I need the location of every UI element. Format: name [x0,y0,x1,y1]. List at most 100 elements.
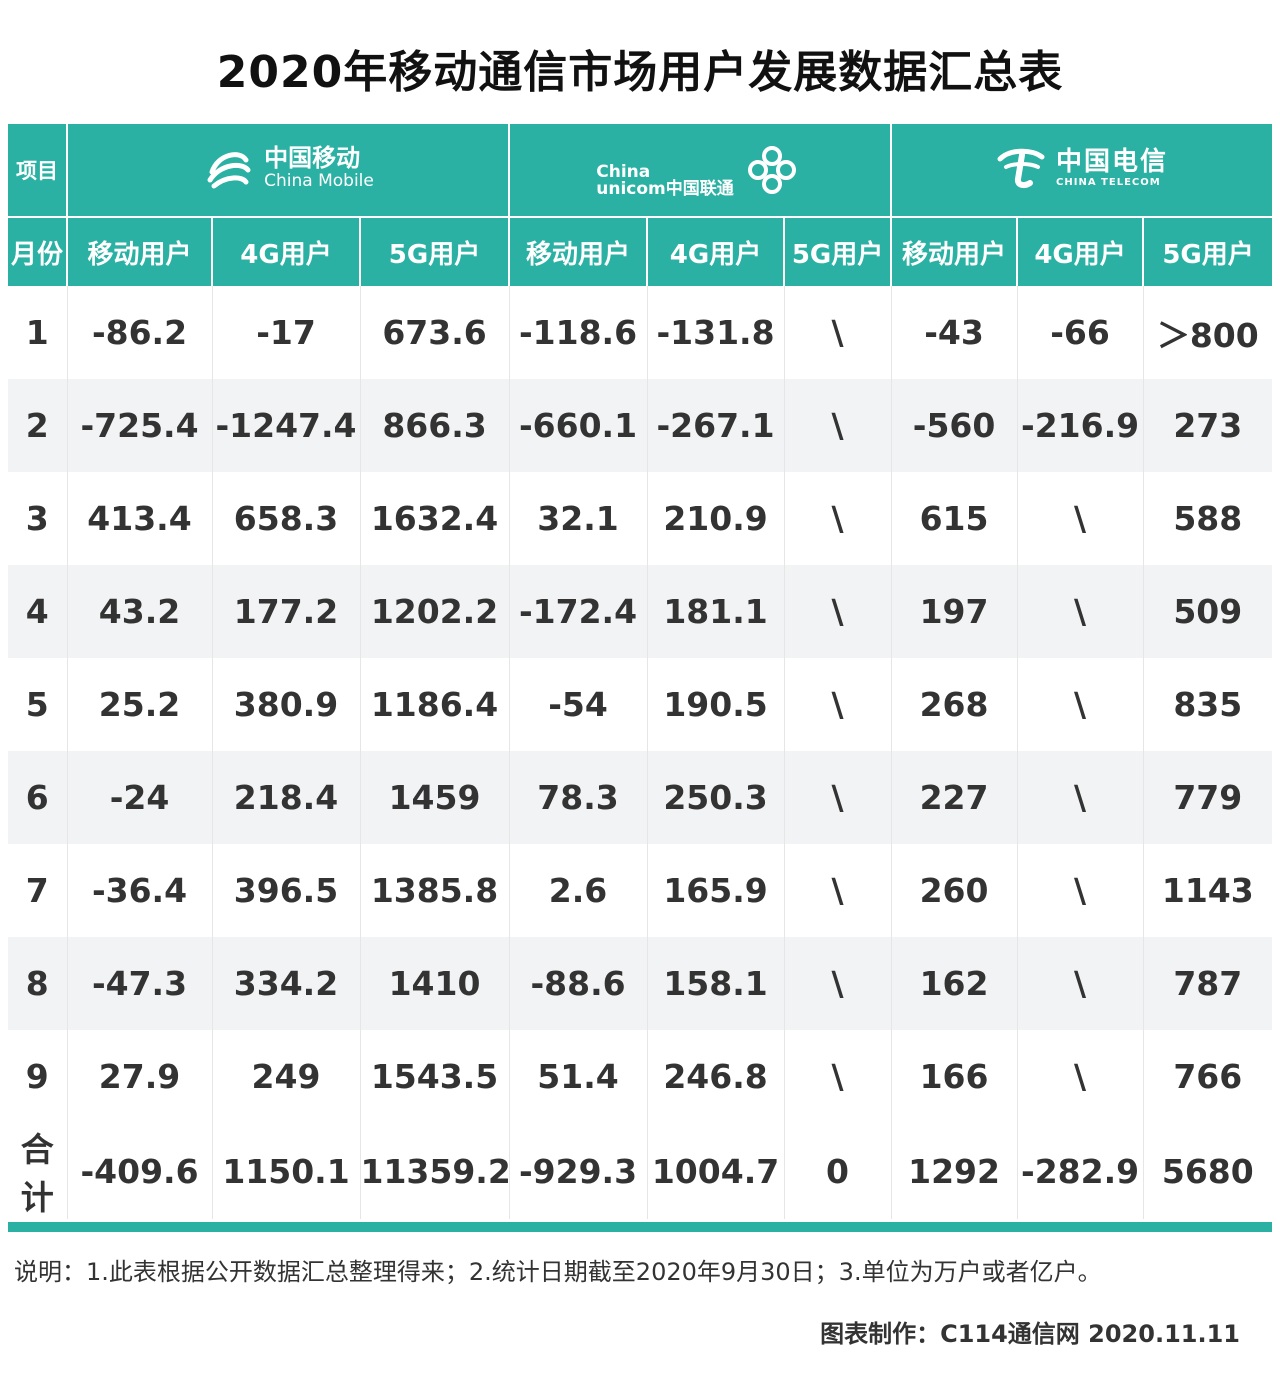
value-cell: 43.2 [67,565,213,658]
data-table: 项目 中国移动 China Mobile C [8,124,1273,1219]
column-header-row: 月份 移动用户 4G用户 5G用户 移动用户 4G用户 5G用户 移动用户 4G… [8,216,1273,286]
value-cell: \ [1017,844,1144,937]
value-cell: 334.2 [212,937,361,1030]
value-cell: \ [784,379,892,472]
value-cell: 25.2 [67,658,213,751]
value-cell: -66 [1017,286,1144,379]
value-cell: \ [1017,565,1144,658]
value-cell: 181.1 [647,565,785,658]
value-cell: 177.2 [212,565,361,658]
value-cell: 1186.4 [360,658,510,751]
value-cell: 158.1 [647,937,785,1030]
table-bottom-bar [8,1222,1272,1232]
value-cell: -43 [891,286,1018,379]
value-cell: \ [1017,1030,1144,1123]
table-row: 7 -36.4 396.5 1385.8 2.6 165.9 \ 260 \ 1143 [8,844,1273,937]
value-cell: \ [784,286,892,379]
value-cell: \ [784,658,892,751]
value-cell: -47.3 [67,937,213,1030]
value-cell: 166 [891,1030,1018,1123]
china-unicom-logo: China unicom中国联通 [596,142,804,198]
value-cell: 260 [891,844,1018,937]
value-cell: \ [784,565,892,658]
value-cell: -54 [509,658,648,751]
value-cell: 396.5 [212,844,361,937]
value-cell: 866.3 [360,379,510,472]
china-mobile-name-en: China Mobile [264,170,374,191]
column-header: 移动用户 [67,216,213,286]
value-cell: 787 [1143,937,1273,1030]
item-label: 项目 [8,124,68,217]
china-unicom-header: China unicom中国联通 [509,124,893,217]
value-cell: 413.4 [67,472,213,565]
table-row: 5 25.2 380.9 1186.4 -54 190.5 \ 268 \ 835 [8,658,1273,751]
value-cell: 1543.5 [360,1030,510,1123]
china-telecom-logo: 中国电信 CHINA TELECOM [996,145,1168,191]
china-unicom-line2: unicom中国联通 [596,179,734,199]
table-row: 9 27.9 249 1543.5 51.4 246.8 \ 166 \ 766 [8,1030,1273,1123]
value-cell: 2.6 [509,844,648,937]
value-cell: 1632.4 [360,472,510,565]
column-header: 5G用户 [360,216,511,286]
value-cell: \ [1017,658,1144,751]
value-cell: 78.3 [509,751,648,844]
footnote: 说明：1.此表根据公开数据汇总整理得来；2.统计日期截至2020年9月30日；3… [14,1258,1102,1286]
month-cell: 5 [8,658,68,751]
month-cell: 2 [8,379,68,472]
value-cell: 218.4 [212,751,361,844]
column-header: 移动用户 [509,216,649,286]
total-value-cell: 0 [784,1123,892,1219]
value-cell: 190.5 [647,658,785,751]
table-row: 6 -24 218.4 1459 78.3 250.3 \ 227 \ 779 [8,751,1273,844]
column-header: 4G用户 [212,216,361,286]
value-cell: -131.8 [647,286,785,379]
value-cell: 268 [891,658,1018,751]
value-cell: -660.1 [509,379,648,472]
value-cell: 779 [1143,751,1273,844]
column-header: 5G用户 [784,216,893,286]
total-value-cell: 1004.7 [647,1123,785,1219]
value-cell: -172.4 [509,565,648,658]
value-cell: 32.1 [509,472,648,565]
value-cell: 766 [1143,1030,1273,1123]
value-cell: -86.2 [67,286,213,379]
value-cell: -24 [67,751,213,844]
value-cell: \ [1017,937,1144,1030]
table-row: 8 -47.3 334.2 1410 -88.6 158.1 \ 162 \ 787 [8,937,1273,1030]
carrier-header-row: 项目 中国移动 China Mobile C [8,124,1273,217]
value-cell: 1459 [360,751,510,844]
value-cell: \ [784,751,892,844]
value-cell: -216.9 [1017,379,1144,472]
total-value-cell: 5680 [1143,1123,1273,1219]
month-cell: 6 [8,751,68,844]
value-cell: \ [784,937,892,1030]
value-cell: 210.9 [647,472,785,565]
value-cell: 249 [212,1030,361,1123]
value-cell: 246.8 [647,1030,785,1123]
value-cell: ＞800 [1143,286,1273,379]
page-title: 2020年移动通信市场用户发展数据汇总表 [216,47,1064,98]
value-cell: 273 [1143,379,1273,472]
china-telecom-name-en: CHINA TELECOM [1056,176,1161,188]
total-value-cell: 1292 [891,1123,1018,1219]
total-value-cell: 11359.2 [360,1123,510,1219]
value-cell: 1143 [1143,844,1273,937]
column-header: 4G用户 [647,216,786,286]
month-cell: 7 [8,844,68,937]
value-cell: \ [1017,751,1144,844]
china-mobile-icon [207,152,251,189]
table-row: 2 -725.4 -1247.4 866.3 -660.1 -267.1 \ -560 -216… [8,379,1273,472]
value-cell: -118.6 [509,286,648,379]
value-cell: -267.1 [647,379,785,472]
value-cell: -560 [891,379,1018,472]
value-cell: 658.3 [212,472,361,565]
value-cell: 588 [1143,472,1273,565]
value-cell: 227 [891,751,1018,844]
value-cell: -725.4 [67,379,213,472]
table-row: 4 43.2 177.2 1202.2 -172.4 181.1 \ 197 \ 509 [8,565,1273,658]
china-telecom-icon [997,148,1045,189]
value-cell: -88.6 [509,937,648,1030]
value-cell: 250.3 [647,751,785,844]
value-cell: 27.9 [67,1030,213,1123]
table-row: 3 413.4 658.3 1632.4 32.1 210.9 \ 615 \ 588 [8,472,1273,565]
